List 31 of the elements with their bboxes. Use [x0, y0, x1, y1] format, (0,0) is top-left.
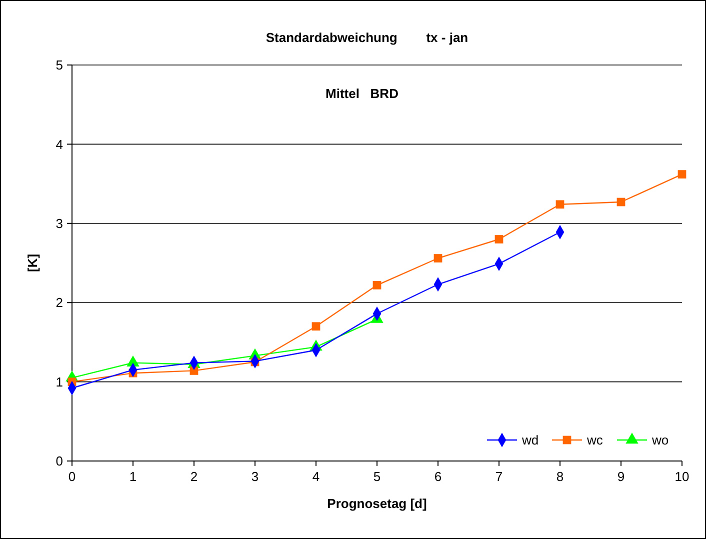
x-tick-label: 2 — [190, 469, 198, 484]
x-tick-label: 3 — [251, 469, 259, 484]
x-tick-label: 6 — [434, 469, 442, 484]
x-tick-label: 7 — [495, 469, 503, 484]
legend-label: wc — [586, 432, 604, 448]
annotation: Mittel BRD — [326, 86, 398, 101]
point — [372, 280, 382, 290]
point — [434, 254, 442, 262]
point — [494, 235, 504, 244]
x-tick-label: 0 — [68, 469, 76, 484]
x-tick-label: 1 — [129, 469, 137, 484]
x-tick-label: 10 — [674, 469, 690, 484]
legend-label: wd — [521, 432, 539, 448]
y-tick-label: 5 — [56, 58, 63, 73]
x-tick-label: 4 — [312, 469, 320, 484]
point — [678, 170, 686, 178]
point — [556, 200, 564, 209]
y-tick-label: 3 — [56, 216, 63, 231]
point — [312, 322, 320, 331]
y-axis-title: [K] — [25, 254, 40, 272]
y-tick-label: 4 — [56, 136, 63, 152]
x-tick-label: 5 — [373, 469, 381, 484]
y-tick-label: 2 — [56, 295, 63, 310]
point — [616, 198, 626, 206]
x-axis-title: Prognosetag [d] — [327, 496, 427, 511]
chart-title: Standardabweichung tx - jan — [266, 30, 468, 45]
y-tick-label: 1 — [56, 374, 63, 390]
legend-label: wo — [651, 432, 669, 448]
y-tick-label: 0 — [56, 454, 63, 469]
x-tick-label: 9 — [617, 469, 625, 484]
x-tick-label: 8 — [556, 469, 564, 484]
